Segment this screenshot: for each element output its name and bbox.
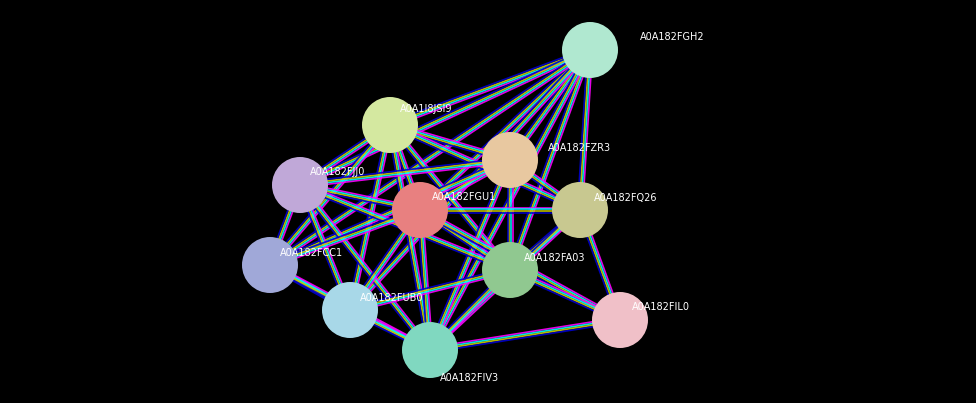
Text: A0A182FCC1: A0A182FCC1 <box>280 248 344 258</box>
Text: A0A182FUB0: A0A182FUB0 <box>360 293 424 303</box>
Text: A0A182FGU1: A0A182FGU1 <box>432 192 496 202</box>
Circle shape <box>392 182 448 238</box>
Circle shape <box>482 242 538 298</box>
Circle shape <box>592 292 648 348</box>
Circle shape <box>562 22 618 78</box>
Circle shape <box>402 322 458 378</box>
Text: A0A182FZR3: A0A182FZR3 <box>548 143 611 153</box>
Circle shape <box>242 237 298 293</box>
Text: A0A182FGH2: A0A182FGH2 <box>640 32 705 42</box>
Text: A0A1I8JSI9: A0A1I8JSI9 <box>400 104 453 114</box>
Text: A0A182FA03: A0A182FA03 <box>524 253 586 263</box>
Circle shape <box>322 282 378 338</box>
Circle shape <box>272 157 328 213</box>
Text: A0A182FJJ0: A0A182FJJ0 <box>310 167 365 177</box>
Text: A0A182FIL0: A0A182FIL0 <box>632 302 690 312</box>
Circle shape <box>362 97 418 153</box>
Circle shape <box>552 182 608 238</box>
Text: A0A182FQ26: A0A182FQ26 <box>594 193 658 203</box>
Circle shape <box>482 132 538 188</box>
Text: A0A182FIV3: A0A182FIV3 <box>440 373 499 383</box>
